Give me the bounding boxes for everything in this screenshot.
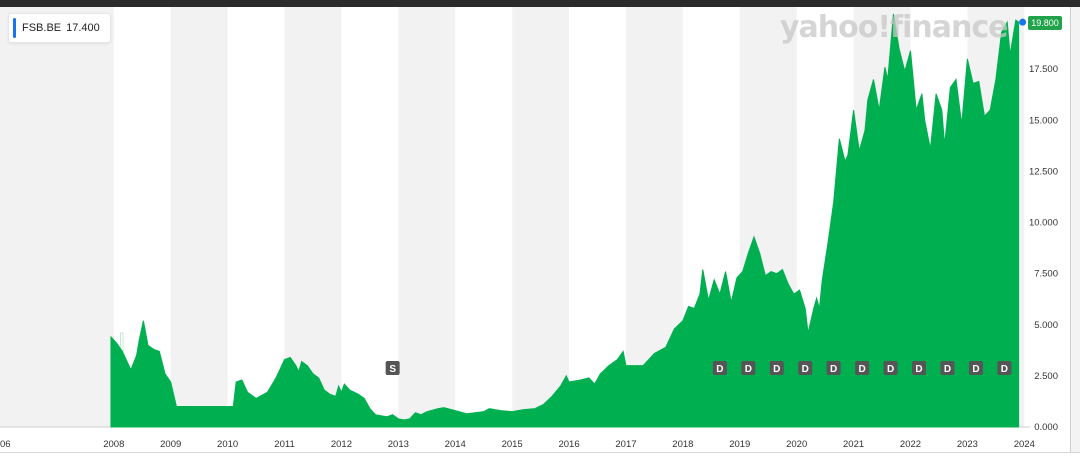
x-tick-label: 2020 (786, 439, 807, 450)
y-tick-label: 0.000 (1034, 422, 1058, 433)
event-marker-box (385, 361, 400, 375)
window-top-bar (0, 0, 1080, 7)
event-marker[interactable]: D (940, 361, 955, 375)
year-band (398, 7, 456, 427)
event-marker-label: D (1001, 364, 1008, 375)
x-tick-label: 2024 (1014, 439, 1035, 450)
x-tick-label: 2014 (445, 439, 466, 450)
x-tick-label: 2022 (900, 439, 921, 450)
series-color-swatch (13, 18, 16, 38)
event-marker-box (912, 361, 927, 375)
x-tick-label: 2013 (388, 439, 409, 450)
event-marker[interactable]: D (968, 361, 983, 375)
y-tick-label: 2.500 (1034, 371, 1058, 382)
x-tick-label: 2008 (103, 439, 124, 450)
event-marker-label: D (859, 364, 866, 375)
year-band (284, 7, 342, 427)
event-marker-label: D (716, 364, 723, 375)
event-marker[interactable]: D (855, 361, 870, 375)
event-marker-box (997, 361, 1012, 375)
ticker-symbol: FSB.BE (22, 22, 62, 34)
event-marker[interactable]: D (798, 361, 813, 375)
ticker-legend[interactable]: FSB.BE 17.400 (8, 13, 111, 43)
event-marker-label: D (915, 364, 922, 375)
event-marker-box (712, 361, 727, 375)
x-tick-label: 2012 (331, 439, 352, 450)
x-tick-label: 2006 (0, 439, 11, 450)
x-tick-label: 2009 (160, 439, 181, 450)
event-marker-box (968, 361, 983, 375)
x-tick-label: 2017 (615, 439, 636, 450)
event-marker[interactable]: D (912, 361, 927, 375)
event-marker[interactable]: D (826, 361, 841, 375)
event-marker[interactable]: D (997, 361, 1012, 375)
event-marker-label: D (972, 364, 979, 375)
y-tick-label: 5.000 (1034, 320, 1058, 331)
event-marker-box (769, 361, 784, 375)
event-marker-label: D (745, 364, 752, 375)
x-tick-label: 2018 (672, 439, 693, 450)
event-marker-label: D (944, 364, 951, 375)
event-marker-box (940, 361, 955, 375)
right-scrollbar-edge (1070, 7, 1080, 472)
x-tick-label: 2021 (843, 439, 864, 450)
ticker-price: 17.400 (66, 22, 100, 34)
y-tick-label: 12.500 (1029, 166, 1058, 177)
y-tick-label: 7.500 (1034, 269, 1058, 280)
year-band (512, 7, 570, 427)
event-marker[interactable]: D (741, 361, 756, 375)
y-tick-label: 17.500 (1029, 64, 1058, 75)
last-price-badge: 19.800 (1028, 16, 1062, 30)
event-marker-box (883, 361, 898, 375)
x-tick-label: 2010 (217, 439, 238, 450)
event-marker[interactable]: S (385, 361, 400, 375)
event-marker[interactable]: D (712, 361, 727, 375)
x-tick-label: 2011 (274, 439, 294, 450)
event-marker-box (741, 361, 756, 375)
event-marker-label: D (802, 364, 809, 375)
price-area-series[interactable] (110, 13, 1020, 428)
x-tick-label: 2016 (558, 439, 579, 450)
event-marker-label: D (887, 364, 894, 375)
x-tick-label: 2023 (957, 439, 978, 450)
event-marker[interactable]: D (769, 361, 784, 375)
year-band (0, 7, 114, 427)
x-tick-label: 2019 (729, 439, 750, 450)
year-band (170, 7, 228, 427)
event-marker[interactable]: D (883, 361, 898, 375)
y-tick-label: 10.000 (1029, 218, 1058, 229)
event-marker-box (855, 361, 870, 375)
event-marker-label: D (773, 364, 780, 375)
x-axis-labels: 2006 2008 2009 2010 2011 2012 2013 2014 2015 2016… (0, 439, 1035, 450)
event-marker-label: D (830, 364, 837, 375)
y-axis-labels: 0.000 2.500 5.000 7.500 10.000 12.500 15.000 17… (1029, 64, 1058, 433)
event-marker-box (798, 361, 813, 375)
x-tick-label: 2015 (502, 439, 523, 450)
bottom-edge (0, 452, 1080, 472)
event-marker-box (826, 361, 841, 375)
event-marker-label: S (389, 364, 396, 375)
current-price-dot (1019, 18, 1027, 26)
y-tick-label: 15.000 (1029, 115, 1058, 126)
